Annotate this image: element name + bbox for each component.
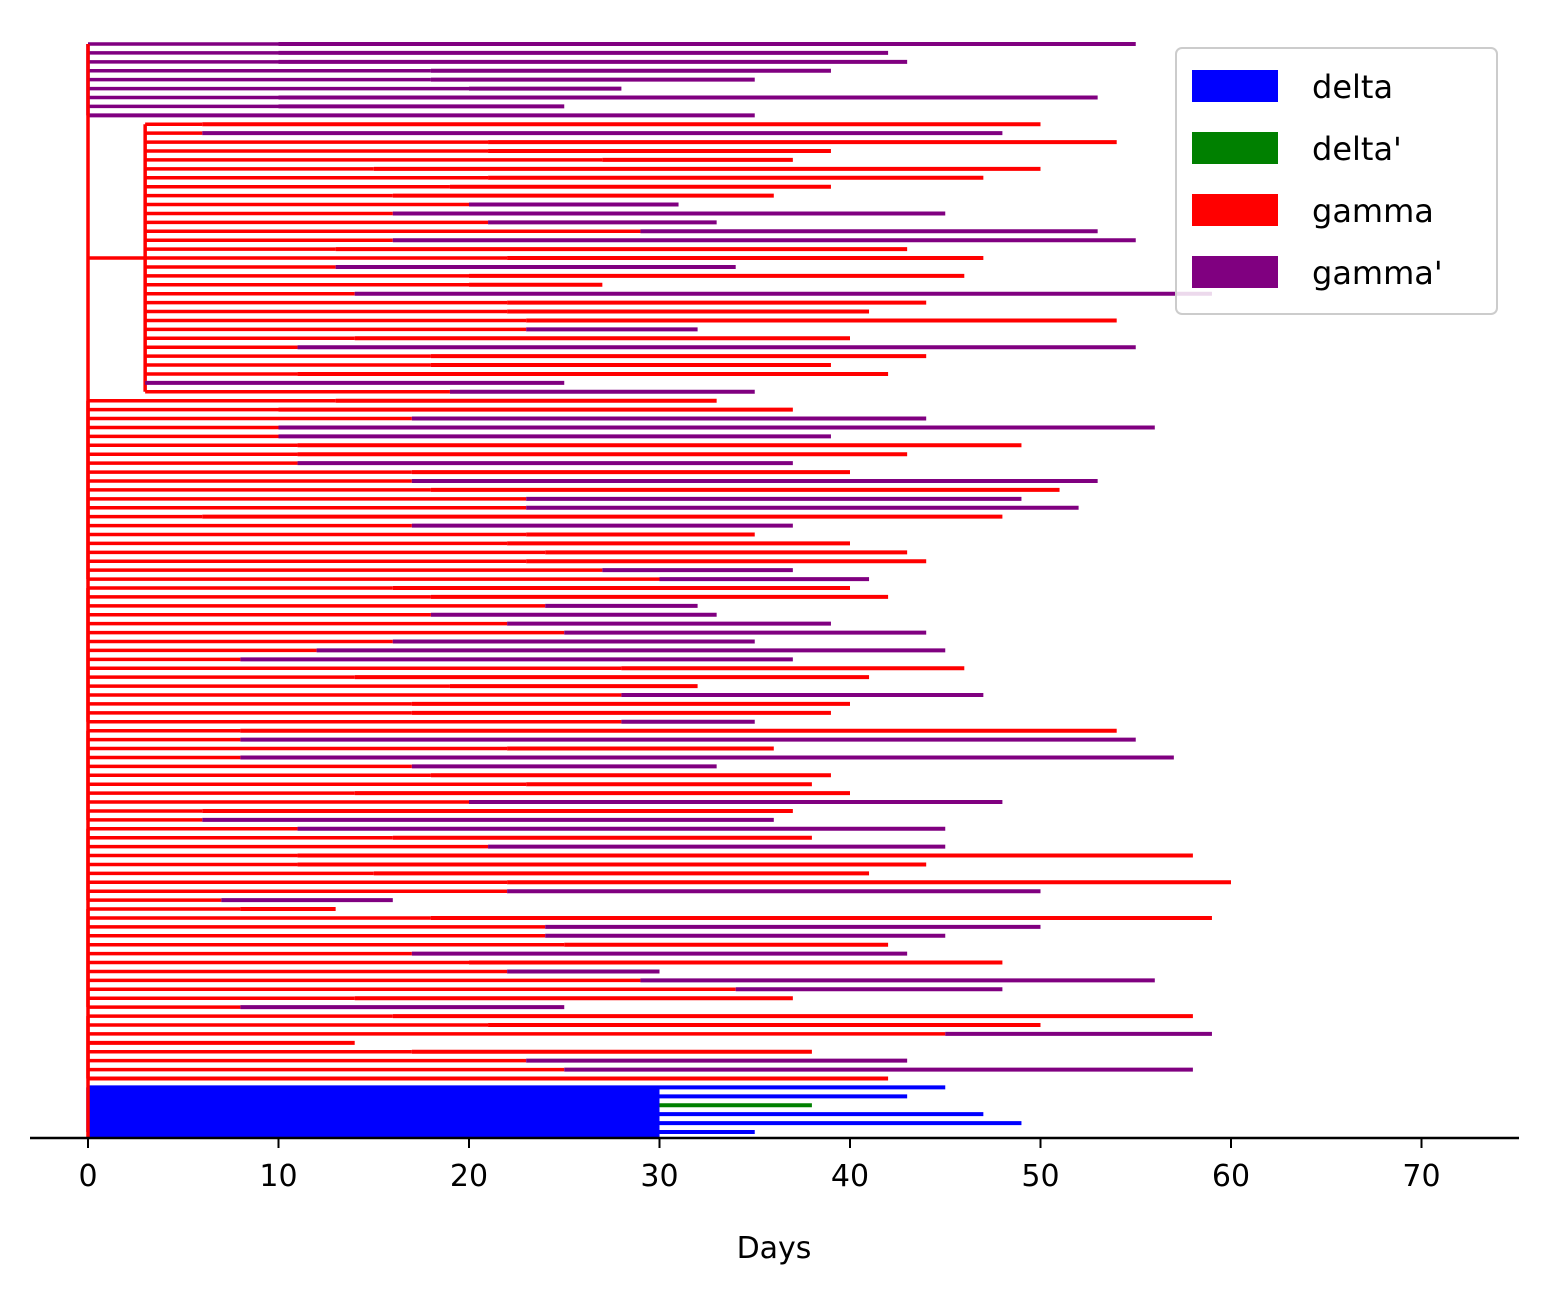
legend-label: delta' bbox=[1312, 130, 1402, 168]
x-axis-title: Days bbox=[737, 1231, 812, 1266]
legend-box bbox=[1175, 47, 1498, 315]
legend-swatch bbox=[1192, 132, 1278, 164]
legend-label: delta bbox=[1312, 68, 1393, 106]
x-tick-label: 60 bbox=[1212, 1159, 1250, 1194]
x-tick-label: 20 bbox=[450, 1159, 488, 1194]
x-axis-ticks: 0 10 20 30 40 50 60 70 bbox=[78, 1138, 1441, 1194]
x-tick-label: 70 bbox=[1402, 1159, 1440, 1194]
legend-swatch bbox=[1192, 256, 1278, 288]
x-tick-label: 50 bbox=[1021, 1159, 1059, 1194]
tree-branches bbox=[86, 42, 1231, 1138]
x-tick-label: 30 bbox=[640, 1159, 678, 1194]
legend-label: gamma bbox=[1312, 192, 1434, 230]
legend: delta delta' gamma gamma' bbox=[1175, 47, 1498, 315]
x-tick-label: 0 bbox=[78, 1159, 97, 1194]
legend-swatch bbox=[1192, 194, 1278, 226]
legend-swatch bbox=[1192, 70, 1278, 102]
x-tick-label: 10 bbox=[259, 1159, 297, 1194]
legend-label: gamma' bbox=[1312, 254, 1443, 292]
x-tick-label: 40 bbox=[831, 1159, 869, 1194]
